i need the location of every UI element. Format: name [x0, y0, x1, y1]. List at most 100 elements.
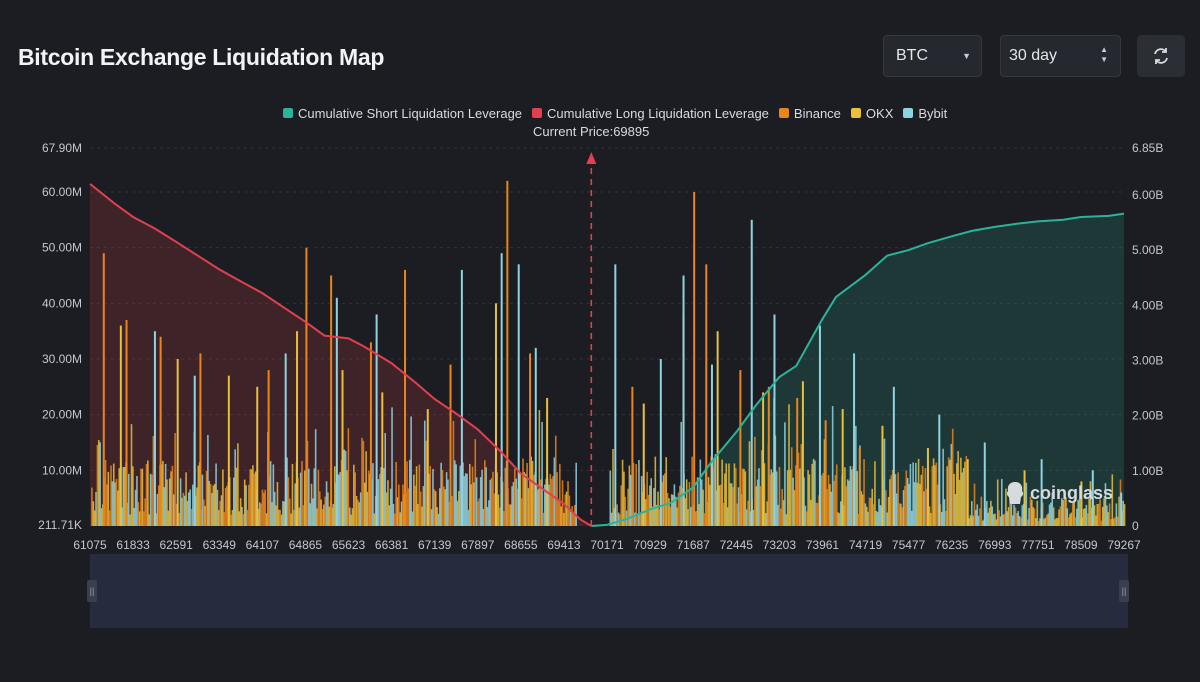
liquidation-bar — [496, 472, 498, 526]
stepper-icon: ▲ ▼ — [1100, 45, 1108, 64]
liquidation-bar — [939, 504, 942, 526]
legend-label: Bybit — [918, 105, 948, 121]
liquidation-bar — [404, 269, 407, 526]
liquidation-bar — [452, 420, 455, 526]
liquidation-bar — [428, 473, 430, 526]
liquidation-bar — [902, 490, 905, 526]
legend-item[interactable]: OKX — [850, 104, 893, 122]
zoom-handle-left[interactable]: || — [87, 580, 97, 602]
liquidation-bar — [610, 512, 613, 526]
liquidation-bar — [668, 498, 670, 526]
legend-item[interactable]: Bybit — [903, 104, 947, 122]
x-tick-label: 74719 — [849, 538, 883, 552]
liquidation-bar — [973, 483, 976, 526]
liquidation-bar — [260, 503, 262, 526]
liquidation-bar — [1014, 507, 1017, 526]
liquidation-bar — [943, 499, 946, 526]
liquidation-bar — [383, 468, 385, 526]
range-select[interactable]: 30 day ▲ ▼ — [1000, 35, 1121, 77]
liquidation-bar — [672, 494, 674, 526]
liquidation-bar — [800, 444, 803, 526]
liquidation-bar — [1107, 512, 1110, 526]
liquidation-bar — [185, 472, 187, 526]
liquidation-bar — [748, 441, 751, 526]
liquidation-bar — [147, 460, 149, 526]
liquidation-bar — [1033, 508, 1036, 526]
liquidation-bar — [153, 331, 156, 526]
y-left-tick-label: 20.00M — [42, 408, 82, 422]
liquidation-bar — [892, 386, 895, 526]
liquidation-bar — [359, 492, 362, 526]
liquidation-bar — [1076, 508, 1078, 526]
liquidation-bar — [1009, 492, 1011, 526]
zoom-slider[interactable] — [90, 554, 1128, 628]
legend-item[interactable]: Cumulative Long Liquidation Leverage — [532, 104, 769, 122]
range-select-value: 30 day — [1009, 47, 1058, 64]
liquidation-bar — [425, 440, 427, 526]
liquidation-bar — [492, 471, 494, 526]
liquidation-bar — [303, 470, 306, 526]
liquidation-bar — [1058, 509, 1060, 526]
liquidation-bar — [1122, 500, 1125, 526]
liquidation-bar — [816, 503, 819, 526]
liquidation-bar — [423, 420, 426, 526]
liquidation-bar — [1066, 508, 1069, 526]
liquidation-bar — [980, 496, 983, 526]
liquidation-bar — [898, 503, 901, 526]
liquidation-bar — [193, 375, 196, 526]
liquidation-bar — [541, 421, 543, 526]
zoom-handle-right[interactable]: || — [1119, 580, 1129, 602]
liquidation-bar — [881, 425, 884, 526]
liquidation-bar — [998, 510, 1000, 526]
liquidation-bar — [115, 478, 118, 526]
liquidation-bar — [985, 501, 988, 526]
liquidation-bar — [263, 492, 265, 526]
liquidation-bar — [100, 508, 103, 526]
liquidation-bar — [651, 506, 654, 526]
liquidation-bar — [644, 499, 647, 526]
liquidation-bar — [433, 489, 436, 526]
liquidation-bar — [639, 514, 642, 526]
liquidation-bar — [1048, 504, 1051, 526]
liquidation-bar — [178, 512, 181, 526]
liquidation-bar — [172, 494, 175, 526]
liquidation-bar — [348, 507, 351, 526]
coin-select[interactable]: BTC ▼ — [883, 35, 982, 77]
liquidation-bar — [432, 469, 434, 526]
x-tick-label: 64865 — [289, 538, 323, 552]
liquidation-bar — [730, 483, 733, 526]
liquidation-bar — [219, 501, 221, 526]
liquidation-bar — [874, 461, 876, 526]
liquidation-bar — [1077, 500, 1079, 526]
legend-label: Cumulative Short Liquidation Leverage — [298, 105, 523, 121]
liquidation-bar — [361, 437, 363, 526]
liquidation-bar — [1055, 518, 1058, 526]
refresh-button[interactable] — [1137, 35, 1185, 77]
cumulative-long-area — [90, 183, 592, 527]
liquidation-bar — [209, 483, 212, 526]
liquidation-bar — [413, 474, 415, 526]
liquidation-bar — [624, 496, 627, 526]
legend-item[interactable]: Binance — [778, 104, 841, 122]
legend-item[interactable]: Cumulative Short Liquidation Leverage — [283, 104, 522, 122]
liquidation-bar — [267, 370, 270, 526]
liquidation-bar — [230, 514, 232, 526]
liquidation-bar — [400, 501, 403, 526]
liquidation-bar — [938, 414, 941, 526]
liquidation-bar — [658, 509, 661, 526]
liquidation-bar — [415, 466, 418, 526]
liquidation-bar — [170, 471, 172, 526]
liquidation-bar — [557, 500, 560, 526]
liquidation-bar — [804, 505, 807, 526]
liquidation-bar — [990, 500, 992, 526]
liquidation-bar — [835, 464, 838, 526]
liquidation-bar — [517, 264, 520, 526]
liquidation-bar — [744, 471, 747, 526]
liquidation-bar — [820, 475, 823, 526]
x-tick-label: 61075 — [73, 538, 107, 552]
liquidation-bar — [829, 484, 831, 526]
liquidation-bar — [201, 474, 204, 526]
current-price-arrow-icon — [586, 152, 597, 164]
liquidation-bar — [486, 506, 489, 526]
liquidation-bar — [942, 448, 944, 526]
